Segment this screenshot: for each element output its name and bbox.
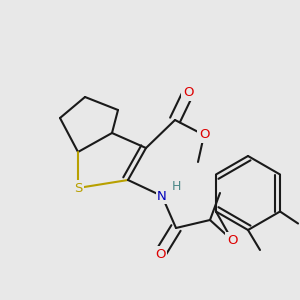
Text: N: N [157, 190, 167, 202]
Text: S: S [74, 182, 82, 194]
Text: H: H [171, 179, 181, 193]
Text: O: O [183, 86, 193, 100]
Text: O: O [155, 248, 165, 260]
Text: O: O [227, 233, 237, 247]
Text: O: O [199, 128, 209, 142]
